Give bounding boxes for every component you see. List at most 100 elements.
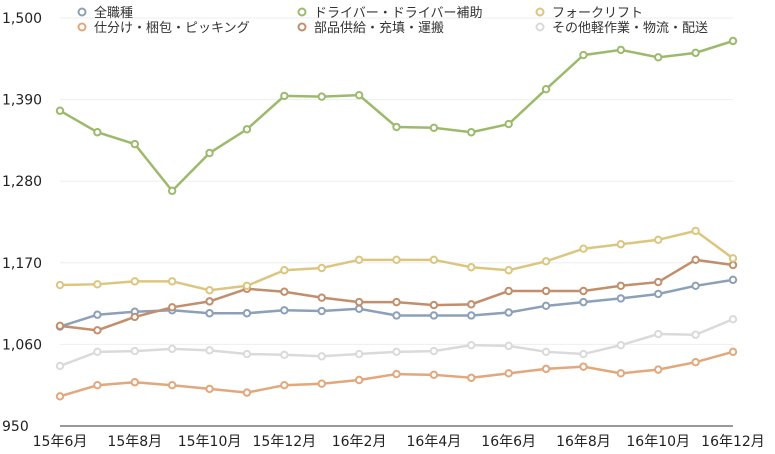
data-point xyxy=(93,310,102,319)
data-point xyxy=(354,304,364,313)
data-point xyxy=(93,347,102,357)
x-tick-label: 16年4月 xyxy=(407,434,462,450)
data-point xyxy=(55,392,65,401)
data-point xyxy=(392,122,401,132)
series-フォークリフト xyxy=(55,226,738,295)
data-point xyxy=(280,287,289,296)
x-tick-label: 15年8月 xyxy=(107,434,162,450)
data-point xyxy=(541,286,551,296)
legend-marker-icon xyxy=(77,7,87,17)
series-line xyxy=(59,318,734,368)
data-point xyxy=(691,226,700,236)
data-point xyxy=(467,311,476,320)
data-point xyxy=(467,128,476,137)
legend-label: ドライバー・ドライバー補助 xyxy=(314,6,482,21)
data-point xyxy=(130,139,139,149)
data-point xyxy=(55,361,65,371)
data-point xyxy=(654,53,663,62)
data-point xyxy=(317,306,326,316)
legend-marker-icon xyxy=(535,7,545,17)
data-point xyxy=(242,125,252,134)
data-point xyxy=(354,375,364,385)
y-tick-label: 1,170 xyxy=(2,256,42,272)
data-point xyxy=(205,309,214,318)
legend-label: その他軽作業・物流・配送 xyxy=(552,20,708,36)
legend-marker-icon xyxy=(297,22,307,32)
data-point xyxy=(392,255,401,265)
data-point xyxy=(130,378,139,387)
series-ドライバー・ドライバー補助 xyxy=(55,36,738,196)
data-point xyxy=(654,277,663,287)
legend-item: 部品供給・充填・運搬 xyxy=(297,20,444,36)
data-point xyxy=(167,277,177,286)
data-point xyxy=(728,347,738,357)
x-tick-label: 16年10月 xyxy=(626,434,690,450)
data-point xyxy=(392,347,401,357)
x-tick-label: 15年6月 xyxy=(33,434,88,450)
data-point xyxy=(242,281,252,290)
y-axis-ticks: 950 1,060 1,170 1,280 1,390 1,500 xyxy=(2,11,42,435)
legend-label: 全職種 xyxy=(94,5,133,21)
data-point xyxy=(354,255,364,265)
data-point xyxy=(280,91,289,101)
y-tick-label: 1,500 xyxy=(2,11,42,27)
data-point xyxy=(541,364,551,374)
data-point xyxy=(579,297,588,307)
data-point xyxy=(167,303,177,312)
legend-item: 全職種 xyxy=(77,5,133,21)
data-point xyxy=(616,240,626,249)
data-point xyxy=(654,329,663,339)
data-point xyxy=(579,50,588,60)
data-point xyxy=(728,254,738,263)
x-tick-label: 16年8月 xyxy=(556,434,611,450)
data-point xyxy=(504,308,513,317)
legend-item: 仕分け・梱包・ピッキング xyxy=(77,21,250,36)
data-point xyxy=(616,281,626,290)
data-point xyxy=(55,280,65,290)
legend-label: 仕分け・梱包・ピッキング xyxy=(94,21,250,36)
y-tick-label: 1,280 xyxy=(2,174,42,190)
data-point xyxy=(205,297,214,306)
data-point xyxy=(541,257,551,266)
data-point xyxy=(93,381,102,390)
series-仕分け・梱包・ピッキング xyxy=(55,347,738,401)
data-point xyxy=(280,381,289,390)
data-point xyxy=(579,362,588,371)
data-point xyxy=(429,255,439,265)
legend-label: 部品供給・充填・運搬 xyxy=(314,20,444,36)
data-point xyxy=(317,352,326,361)
data-point xyxy=(728,36,738,46)
data-point xyxy=(691,330,700,339)
series-line xyxy=(59,39,734,193)
data-point xyxy=(429,300,439,310)
data-point xyxy=(429,311,439,320)
data-point xyxy=(93,128,102,137)
data-point xyxy=(130,346,139,356)
series-group xyxy=(55,36,738,401)
data-point xyxy=(467,300,476,309)
data-point xyxy=(205,346,214,355)
data-point xyxy=(579,349,588,359)
data-point xyxy=(242,349,252,359)
legend-label: フォークリフト xyxy=(552,6,643,21)
data-point xyxy=(579,286,588,296)
x-tick-label: 16年6月 xyxy=(481,434,536,450)
data-point xyxy=(55,321,65,331)
series-その他軽作業・物流・配送 xyxy=(55,314,738,371)
series-部品供給・充填・運搬 xyxy=(55,255,738,335)
data-point xyxy=(467,373,476,382)
x-axis-ticks: 15年6月 15年8月 15年10月 15年12月 16年2月 16年4月 16年6月 16年… xyxy=(33,434,765,450)
data-point xyxy=(654,289,663,299)
data-point xyxy=(616,369,626,378)
data-point xyxy=(55,106,65,115)
x-tick-label: 15年12月 xyxy=(253,434,317,450)
data-point xyxy=(504,369,513,378)
data-point xyxy=(280,306,289,315)
data-point xyxy=(205,148,214,158)
data-point xyxy=(354,90,364,100)
data-point xyxy=(317,92,326,101)
data-point xyxy=(467,263,476,272)
data-point xyxy=(579,244,588,253)
data-point xyxy=(654,365,663,374)
